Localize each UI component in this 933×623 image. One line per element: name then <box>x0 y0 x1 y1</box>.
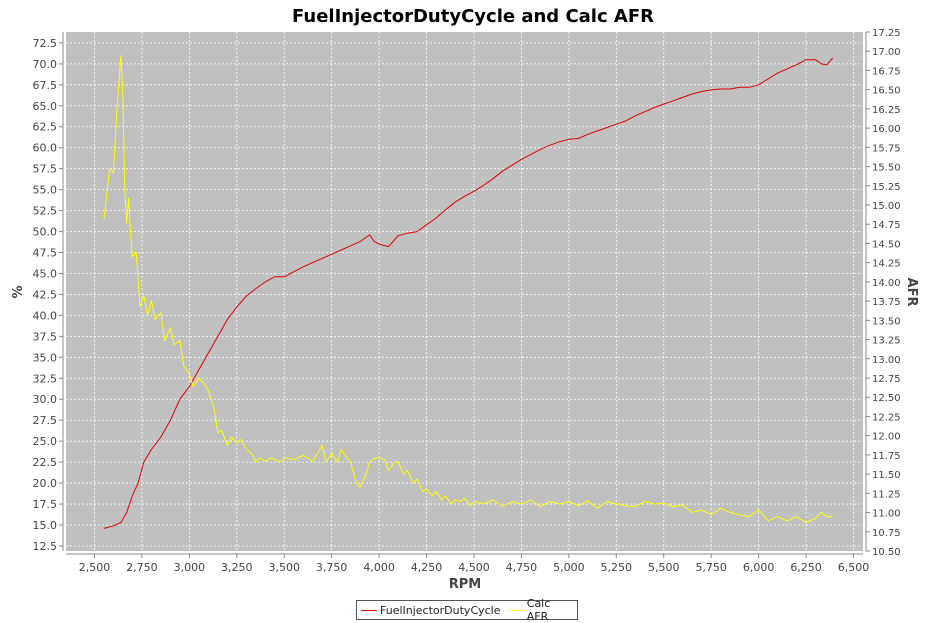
y-right-tick-label: 16.00 <box>872 124 901 135</box>
y-left-tick-label: 57.5 <box>33 163 58 176</box>
y-right-tick-label: 13.00 <box>872 355 901 366</box>
x-tick-label: 4,750 <box>506 561 538 574</box>
legend-label-fuel: FuelInjectorDutyCycle <box>380 603 501 617</box>
x-tick-label: 2,750 <box>126 561 158 574</box>
y-right-tick-label: 13.50 <box>872 316 901 327</box>
series-group <box>103 55 833 529</box>
y-right-tick-label: 11.25 <box>872 489 901 500</box>
y-left-tick-label: 70.0 <box>33 58 58 71</box>
x-tick-label: 4,250 <box>411 561 443 574</box>
y-right-tick-label: 12.50 <box>872 393 901 404</box>
x-tick-label: 3,250 <box>221 561 253 574</box>
y-right-tick-label: 12.75 <box>872 374 901 385</box>
chart-title: FuelInjectorDutyCycle and Calc AFR <box>292 6 654 27</box>
x-tick-label: 6,500 <box>838 561 870 574</box>
y-right-tick-label: 16.25 <box>872 105 901 116</box>
x-tick-label: 6,000 <box>743 561 775 574</box>
y-right-tick-label: 13.25 <box>872 336 901 347</box>
y-left-tick-label: 42.5 <box>33 288 58 301</box>
y-right-tick-label: 11.75 <box>872 451 901 462</box>
y-right-tick-label: 17.00 <box>872 47 901 58</box>
y-right-tick-label: 14.00 <box>872 278 901 289</box>
x-tick-label: 3,750 <box>316 561 348 574</box>
y-left-tick-label: 67.5 <box>33 79 58 92</box>
y-right-tick-label: 12.00 <box>872 432 901 443</box>
y-right-tick-label: 13.75 <box>872 297 901 308</box>
x-axis-title: RPM <box>449 577 481 592</box>
y-right-tick-label: 15.75 <box>872 143 901 154</box>
x-tick-label: 4,500 <box>458 561 490 574</box>
y-left-tick-label: 47.5 <box>33 247 58 260</box>
series-line-fuel-injector-duty-cycle <box>103 57 833 529</box>
y-left-tick-label: 27.5 <box>33 414 58 427</box>
series-line-calc-afr <box>103 55 833 523</box>
y-left-tick-label: 25.0 <box>33 435 58 448</box>
y-right-tick-label: 11.00 <box>872 509 901 520</box>
y-right-tick-label: 17.25 <box>872 28 901 39</box>
x-tick-label: 5,000 <box>553 561 585 574</box>
y-right-tick-label: 15.25 <box>872 182 901 193</box>
y-left-tick-label: 32.5 <box>33 372 58 385</box>
legend-label-afr: Calc AFR <box>526 597 551 623</box>
x-tick-label: 4,000 <box>363 561 395 574</box>
y-right-tick-label: 16.50 <box>872 86 901 97</box>
plot-area <box>66 32 863 551</box>
x-tick-label: 3,000 <box>174 561 206 574</box>
y-right-tick-label: 15.00 <box>872 201 901 212</box>
y-right-tick-label: 10.50 <box>872 547 901 558</box>
y-left-tick-label: 62.5 <box>33 121 58 134</box>
y-left-tick-label: 30.0 <box>33 393 58 406</box>
y-left-tick-label: 37.5 <box>33 330 58 343</box>
y-left-tick-label: 12.5 <box>33 540 58 553</box>
y-left-tick-label: 55.0 <box>33 184 58 197</box>
y-right-tick-label: 10.75 <box>872 528 901 539</box>
y-left-tick-label: 60.0 <box>33 142 58 155</box>
y-right-tick-label: 15.50 <box>872 163 901 174</box>
x-tick-label: 5,500 <box>648 561 680 574</box>
y-left-tick-label: 20.0 <box>33 477 58 490</box>
y-axis-left-title: % <box>11 285 26 298</box>
axes: 2,500 2,750 3,000 3,250 3,500 3,750 4,000 4,250… <box>33 28 901 574</box>
legend: FuelInjectorDutyCycle Calc AFR <box>356 597 578 623</box>
y-axis-right-title: AFR <box>904 278 919 307</box>
y-right-tick-label: 11.50 <box>872 470 901 481</box>
y-left-tick-label: 17.5 <box>33 498 58 511</box>
y-right-tick-label: 14.50 <box>872 239 901 250</box>
x-tick-label: 5,250 <box>601 561 633 574</box>
y-left-tick-label: 72.5 <box>33 37 58 50</box>
x-tick-label: 6,250 <box>790 561 822 574</box>
x-tick-label: 5,750 <box>695 561 727 574</box>
legend-item-fuel: FuelInjectorDutyCycle <box>361 604 501 617</box>
y-left-tick-label: 35.0 <box>33 351 58 364</box>
legend-item-afr: Calc AFR <box>508 597 573 623</box>
y-left-tick-label: 52.5 <box>33 205 58 218</box>
x-tick-label: 2,500 <box>79 561 111 574</box>
y-right-tick-label: 14.75 <box>872 220 901 231</box>
y-left-tick-label: 15.0 <box>33 519 58 532</box>
y-left-tick-label: 45.0 <box>33 267 58 280</box>
y-left-tick-label: 22.5 <box>33 456 58 469</box>
legend-swatch-red <box>361 609 377 611</box>
x-tick-label: 3,500 <box>268 561 300 574</box>
y-right-tick-label: 12.25 <box>872 412 901 423</box>
y-left-tick-label: 40.0 <box>33 309 58 322</box>
y-left-tick-label: 65.0 <box>33 100 58 113</box>
y-right-tick-label: 16.75 <box>872 66 901 77</box>
y-right-tick-label: 14.25 <box>872 259 901 270</box>
legend-swatch-yellow <box>508 609 524 611</box>
y-left-tick-label: 50.0 <box>33 226 58 239</box>
